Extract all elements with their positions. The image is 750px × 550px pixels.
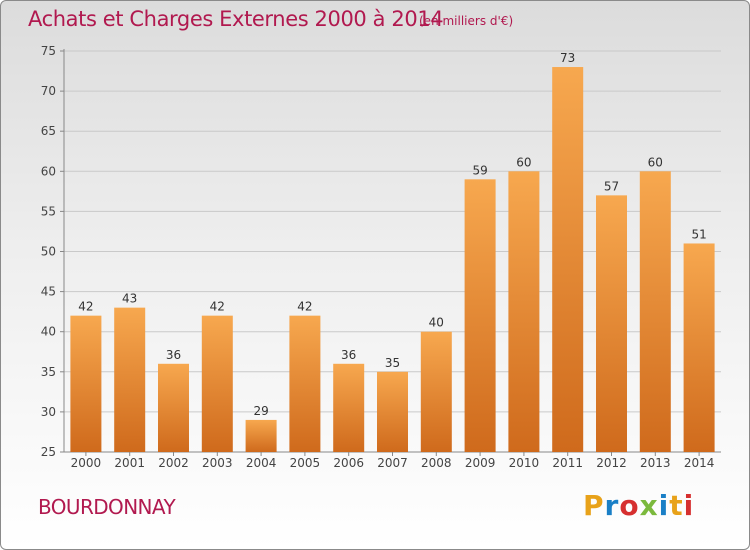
data-labels: 42 43 36 42 29 42 36 35 40 59 60 73 57 60 51 bbox=[78, 51, 706, 418]
x-tick-label-2007: 2007 bbox=[377, 456, 408, 470]
x-axis-ticks: 2000 2001 2002 2003 2004 2005 2006 2007 2008 2009… bbox=[71, 452, 715, 470]
x-tick-label-2004: 2004 bbox=[246, 456, 277, 470]
data-label-2010: 60 bbox=[516, 155, 531, 169]
data-label-2008: 40 bbox=[429, 316, 444, 330]
y-tick-label: 40 bbox=[41, 325, 56, 339]
y-tick-label: 50 bbox=[41, 245, 56, 259]
bar-2000 bbox=[70, 315, 102, 452]
data-label-2011: 73 bbox=[560, 51, 575, 65]
data-label-2006: 36 bbox=[341, 348, 356, 362]
data-label-2004: 29 bbox=[253, 404, 268, 418]
logo-letter: t bbox=[669, 489, 684, 522]
x-tick-label-2003: 2003 bbox=[202, 456, 233, 470]
data-label-2007: 35 bbox=[385, 356, 400, 370]
x-tick-label-2011: 2011 bbox=[552, 456, 583, 470]
data-label-2009: 59 bbox=[472, 163, 487, 177]
bar-2006 bbox=[333, 363, 365, 452]
bar-2011 bbox=[552, 67, 584, 452]
bar-2002 bbox=[158, 363, 189, 452]
bar-2014 bbox=[683, 243, 715, 452]
y-tick-label: 60 bbox=[41, 164, 56, 178]
y-tick-label: 55 bbox=[41, 204, 56, 218]
bars bbox=[70, 67, 715, 453]
logo-letter: i bbox=[683, 489, 695, 522]
bar-2007 bbox=[377, 371, 408, 452]
y-tick-label: 30 bbox=[41, 405, 56, 419]
logo-letter: r bbox=[604, 489, 620, 522]
y-tick-label: 35 bbox=[41, 365, 56, 379]
data-label-2003: 42 bbox=[210, 300, 225, 314]
y-tick-label: 65 bbox=[41, 124, 56, 138]
bar-2008 bbox=[420, 331, 452, 452]
y-axis-ticks: 25 30 35 40 45 50 55 60 65 70 75 bbox=[41, 44, 64, 459]
data-label-2012: 57 bbox=[604, 179, 619, 193]
x-tick-label-2006: 2006 bbox=[333, 456, 364, 470]
bar-2013 bbox=[639, 171, 671, 453]
bar-2009 bbox=[464, 179, 496, 452]
x-tick-label-2000: 2000 bbox=[71, 456, 102, 470]
x-tick-label-2013: 2013 bbox=[640, 456, 671, 470]
x-tick-label-2010: 2010 bbox=[509, 456, 540, 470]
y-tick-label: 75 bbox=[41, 44, 56, 58]
y-tick-label: 25 bbox=[41, 445, 56, 459]
data-label-2005: 42 bbox=[297, 300, 312, 314]
data-label-2013: 60 bbox=[648, 155, 663, 169]
commune-name: BOURDONNAY bbox=[38, 495, 176, 519]
x-tick-label-2001: 2001 bbox=[114, 456, 145, 470]
x-tick-label-2005: 2005 bbox=[290, 456, 321, 470]
bar-2010 bbox=[508, 171, 540, 453]
x-tick-label-2008: 2008 bbox=[421, 456, 452, 470]
x-tick-label-2002: 2002 bbox=[158, 456, 189, 470]
logo-letter: x bbox=[639, 489, 659, 522]
bar-2012 bbox=[596, 195, 627, 453]
logo-letter: i bbox=[658, 489, 670, 522]
bar-2003 bbox=[201, 315, 233, 452]
bar-2005 bbox=[289, 315, 321, 452]
data-label-2002: 36 bbox=[166, 348, 181, 362]
x-tick-label-2014: 2014 bbox=[684, 456, 715, 470]
data-label-2000: 42 bbox=[78, 300, 93, 314]
proxiti-logo[interactable]: Proxiti bbox=[583, 489, 694, 522]
data-label-2014: 51 bbox=[691, 227, 706, 241]
y-tick-label: 45 bbox=[41, 285, 56, 299]
logo-letter: P bbox=[583, 489, 605, 522]
bar-2001 bbox=[114, 307, 146, 452]
bar-2004 bbox=[245, 419, 277, 452]
x-tick-label-2012: 2012 bbox=[596, 456, 627, 470]
y-tick-label: 70 bbox=[41, 84, 56, 98]
chart-title: Achats et Charges Externes 2000 à 2014 bbox=[28, 7, 444, 31]
logo-letter: o bbox=[619, 489, 640, 522]
data-label-2001: 43 bbox=[122, 292, 137, 306]
x-tick-label-2009: 2009 bbox=[465, 456, 496, 470]
chart-subtitle: (en milliers d'€) bbox=[419, 14, 514, 28]
